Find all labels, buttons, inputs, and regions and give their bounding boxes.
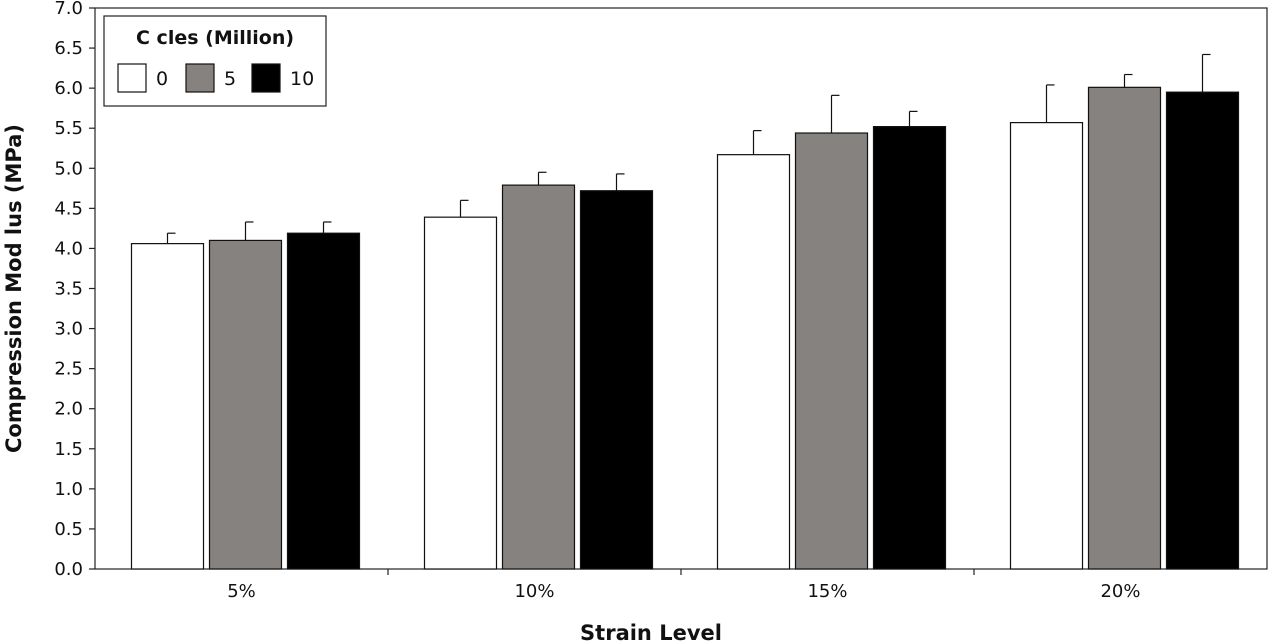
y-tick-label: 2.5 [54,359,83,380]
y-tick-label: 3.5 [54,279,83,300]
y-tick-label: 1.5 [54,439,83,460]
plot-area: 0.0 0.5 1.0 1.5 2.0 2.5 3.0 3.5 4.0 4.5 5.0 5.5 6.0 6… [54,0,1268,602]
y-axis-ticks: 0.0 0.5 1.0 1.5 2.0 2.5 3.0 3.5 4.0 4.5 5.0 5.5 6.0 6… [54,0,95,580]
bar-series [130,53,1240,570]
bar-0-20% [1009,122,1084,570]
bar-0-5% [130,243,205,570]
legend-swatch-5 [185,63,215,93]
x-tick-label: 5% [227,581,256,602]
legend-title: C cles (Million) [136,27,294,49]
legend-label-0: 0 [156,68,168,90]
legend-label-5: 5 [224,68,236,90]
bar-10-20% [1165,91,1240,570]
y-tick-label: 4.5 [54,198,83,219]
y-tick-label: 1.0 [54,479,83,500]
bar-5-5% [208,239,283,570]
bar-0-15% [716,154,791,570]
y-tick-label: 5.5 [54,118,83,139]
legend-swatch-10 [251,63,281,93]
bar-10-5% [286,232,361,570]
x-axis-ticks: 5% 10% 15% 20% [227,569,1141,602]
y-tick-label: 0.5 [54,519,83,540]
y-tick-label: 0.0 [54,559,83,580]
x-tick-label: 20% [1100,581,1140,602]
y-tick-label: 6.0 [54,78,83,99]
y-tick-label: 3.0 [54,319,83,340]
y-tick-label: 5.0 [54,158,83,179]
x-tick-label: 10% [514,581,554,602]
bar-10-15% [872,126,947,570]
legend-items: 0 5 10 [117,63,314,93]
x-tick-label: 15% [807,581,847,602]
y-tick-label: 7.0 [54,0,83,19]
x-axis-title: Strain Level [580,621,722,644]
bar-5-15% [794,132,869,570]
bar-10-10% [579,190,654,570]
bar-5-20% [1087,86,1162,570]
bar-5-10% [501,184,576,570]
y-axis-title: Compression Mod lus (MPa) [2,124,26,453]
y-tick-label: 2.0 [54,399,83,420]
legend-swatch-0 [117,63,147,93]
y-tick-label: 6.5 [54,38,83,59]
legend-label-10: 10 [290,68,314,90]
bar-0-10% [423,216,498,570]
legend: C cles (Million) 0 5 10 [103,15,327,107]
y-tick-label: 4.0 [54,238,83,259]
